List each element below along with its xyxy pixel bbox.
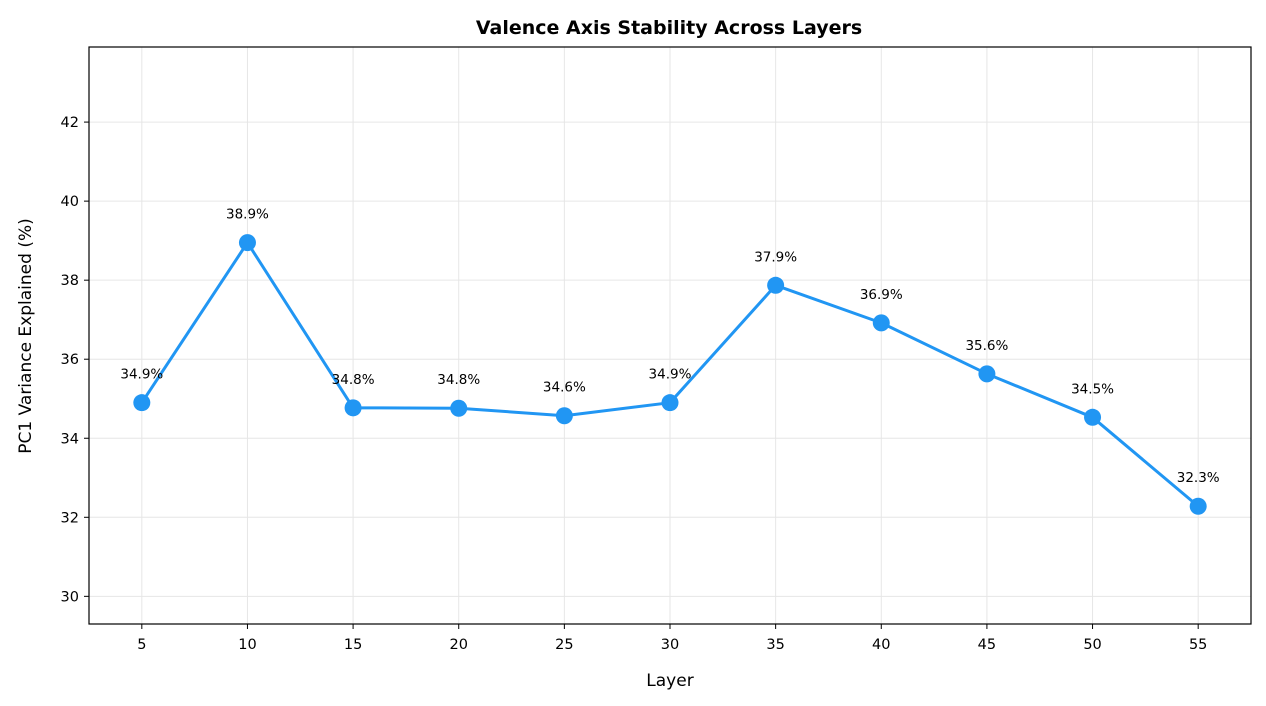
data-point xyxy=(978,365,996,383)
data-label: 34.9% xyxy=(649,367,692,383)
y-axis-label: PC1 Variance Explained (%) xyxy=(16,218,36,454)
data-label: 34.8% xyxy=(332,372,375,388)
x-tick-label: 5 xyxy=(137,637,146,653)
data-point xyxy=(661,394,679,412)
x-tick-label: 55 xyxy=(1189,637,1207,653)
y-tick-label: 30 xyxy=(61,589,79,605)
y-tick-label: 38 xyxy=(61,273,79,289)
data-point xyxy=(1189,497,1207,515)
data-label: 38.9% xyxy=(226,207,269,223)
x-tick-label: 30 xyxy=(661,637,679,653)
y-tick-label: 42 xyxy=(61,115,79,131)
x-tick-label: 20 xyxy=(450,637,468,653)
y-tick-label: 34 xyxy=(61,431,79,447)
x-tick-label: 10 xyxy=(238,637,256,653)
y-tick-label: 36 xyxy=(61,352,79,368)
data-point xyxy=(238,234,256,252)
data-point xyxy=(872,314,890,332)
data-point xyxy=(767,276,785,294)
data-point xyxy=(344,399,362,417)
axis-ticks: 5 10 15 20 25 30 35 40 45 50 55 30 32 34 36 38 40 42 xyxy=(61,115,1208,653)
data-label: 36.9% xyxy=(860,287,903,303)
y-tick-label: 40 xyxy=(61,194,79,210)
plot-frame xyxy=(88,46,1252,625)
data-label: 34.5% xyxy=(1071,381,1114,397)
data-point xyxy=(133,394,151,412)
data-point xyxy=(450,399,468,417)
x-tick-label: 35 xyxy=(766,637,784,653)
data-label: 34.8% xyxy=(437,372,480,388)
data-label: 34.9% xyxy=(120,367,163,383)
x-tick-label: 45 xyxy=(978,637,996,653)
data-label: 37.9% xyxy=(754,249,797,265)
data-label: 34.6% xyxy=(543,380,586,396)
data-label: 32.3% xyxy=(1177,470,1220,486)
x-tick-label: 50 xyxy=(1083,637,1101,653)
x-axis-label: Layer xyxy=(646,671,693,691)
data-point xyxy=(1084,408,1102,426)
chart-title: Valence Axis Stability Across Layers xyxy=(476,17,862,39)
data-label: 35.6% xyxy=(965,338,1008,354)
x-tick-label: 15 xyxy=(344,637,362,653)
series: 34.9% 38.9% 34.8% 34.8% 34.6% 34.9% 37.9% 36.9%… xyxy=(120,207,1220,515)
x-tick-label: 40 xyxy=(872,637,890,653)
x-tick-label: 25 xyxy=(555,637,573,653)
grid xyxy=(89,47,1251,624)
y-tick-label: 32 xyxy=(61,510,79,526)
data-point xyxy=(555,407,573,425)
